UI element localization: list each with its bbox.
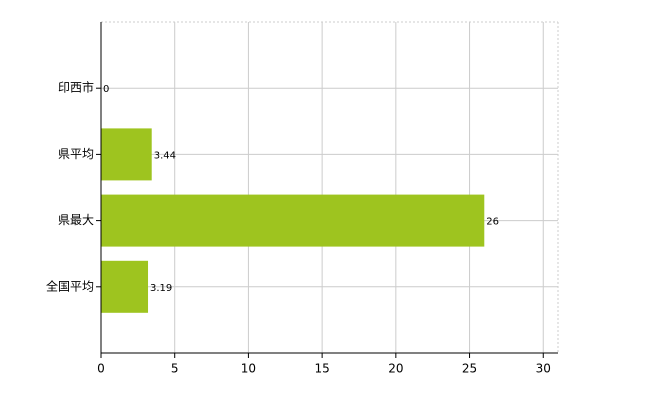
value-label: 3.19 [150, 283, 172, 294]
y-tick-label: 全国平均 [46, 278, 94, 293]
y-tick-label: 県最大 [58, 213, 94, 227]
x-tick-label: 5 [171, 362, 179, 376]
x-tick-label: 15 [314, 362, 329, 376]
y-tick-label: 県平均 [58, 147, 94, 161]
y-tick-label: 印西市 [58, 80, 94, 95]
bar [101, 128, 152, 181]
x-tick-label: 0 [97, 362, 105, 376]
bar [101, 194, 485, 247]
x-tick-label: 30 [536, 362, 551, 376]
value-label: 26 [486, 217, 499, 228]
x-tick-label: 20 [388, 362, 403, 376]
bar [101, 260, 149, 313]
value-label: 3.44 [154, 150, 176, 161]
value-label: 0 [103, 84, 109, 95]
x-tick-label: 10 [241, 362, 256, 376]
x-tick-label: 25 [462, 362, 477, 376]
